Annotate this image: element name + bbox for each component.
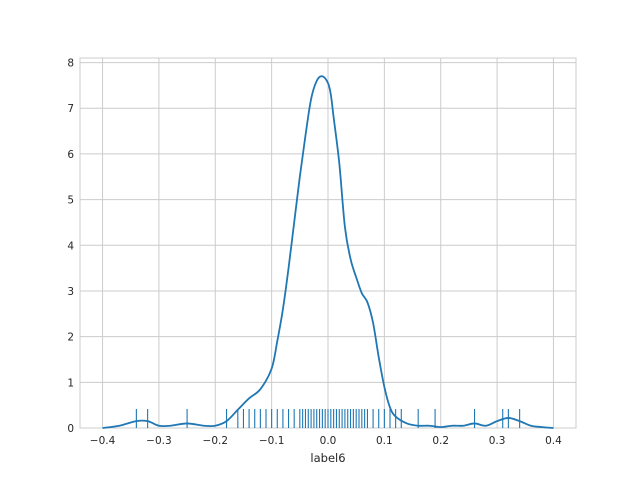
- x-tick-label: −0.2: [203, 435, 229, 447]
- y-tick-label: 4: [67, 240, 74, 252]
- y-tick-label: 3: [67, 286, 74, 298]
- y-tick-label: 1: [67, 377, 74, 389]
- x-tick-label: 0.3: [489, 435, 506, 447]
- x-tick-label: 0.1: [376, 435, 393, 447]
- y-tick-labels: 0 1 2 3 4 5 6 7 8: [67, 58, 74, 435]
- kde-lines: [102, 75, 554, 429]
- x-tick-label: 0.4: [545, 435, 562, 447]
- y-tick-label: 0: [67, 423, 74, 435]
- x-axis-label: label6: [310, 451, 345, 465]
- y-tick-label: 5: [67, 195, 74, 207]
- y-tick-label: 2: [67, 332, 74, 344]
- x-tick-label: 0.2: [432, 435, 449, 447]
- y-tick-label: 6: [67, 149, 74, 161]
- rug-marks: [135, 409, 521, 428]
- x-tick-label: 0.0: [320, 435, 337, 447]
- kde-line: [102, 75, 554, 429]
- x-tick-label: −0.1: [259, 435, 285, 447]
- x-tick-label: −0.3: [146, 435, 172, 447]
- y-tick-label: 7: [67, 103, 74, 115]
- y-tick-label: 8: [67, 58, 74, 70]
- x-tick-label: −0.4: [90, 435, 116, 447]
- x-tick-labels: −0.4 −0.3 −0.2 −0.1 0.0 0.1 0.2 0.3 0.4: [90, 435, 562, 447]
